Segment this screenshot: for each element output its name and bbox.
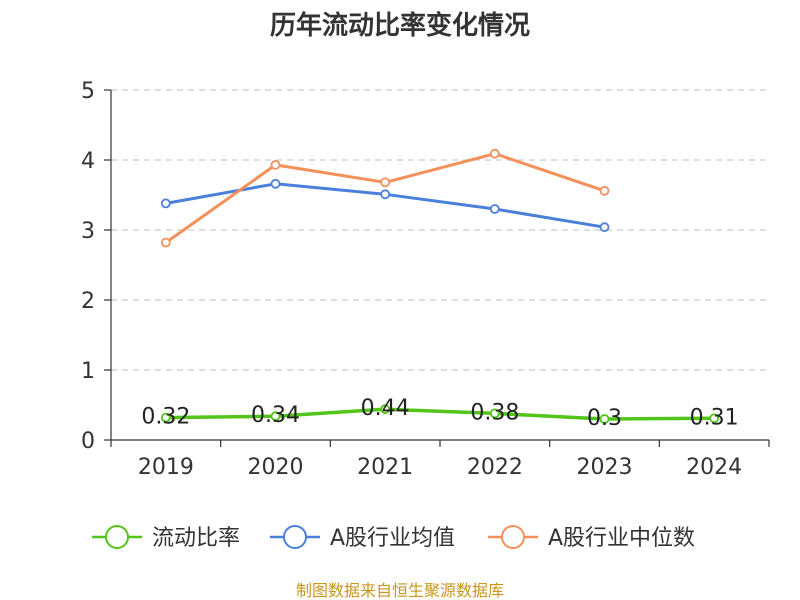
x-tick-label: 2020 [248, 455, 304, 480]
legend-label: 流动比率 [152, 526, 240, 551]
data-labels: 0.32 0.34 0.44 0.38 0.3 0.31 [141, 396, 738, 431]
legend-marker-icon [283, 525, 307, 549]
legend-label: A股行业中位数 [548, 526, 695, 551]
y-tick-label: 0 [81, 429, 95, 454]
x-tick-label: 2021 [357, 455, 413, 480]
data-point-1 [599, 222, 610, 233]
data-point-1 [380, 189, 391, 200]
legend-item-1[interactable]: A股行业均值 [270, 525, 455, 551]
data-point-0 [160, 412, 171, 423]
y-tick-label: 2 [81, 289, 95, 314]
data-point-0 [270, 411, 281, 422]
data-point-2 [160, 237, 171, 248]
data-point-0 [489, 408, 500, 419]
legend-label: A股行业均值 [330, 526, 455, 551]
legend-item-2[interactable]: A股行业中位数 [488, 525, 695, 551]
data-point-2 [489, 148, 500, 159]
y-tick-label: 5 [81, 79, 95, 104]
data-label: 0.44 [361, 396, 410, 421]
legend[interactable]: 流动比率 A股行业均值 A股行业中位数 [92, 525, 695, 551]
data-label: 0.31 [690, 405, 739, 430]
data-point-1 [270, 178, 281, 189]
y-tick-label: 3 [81, 219, 95, 244]
data-point-1 [160, 198, 171, 209]
x-tick-label: 2023 [577, 455, 633, 480]
legend-marker-icon [105, 525, 129, 549]
data-point-0 [599, 414, 610, 424]
data-point-0 [380, 404, 391, 415]
data-label: 0.32 [141, 405, 190, 430]
axes: 0 1 2 3 4 5 2019 2020 2021 2022 2023 2024 [81, 79, 770, 480]
data-label: 0.38 [470, 400, 519, 425]
x-tick-label: 2022 [467, 455, 523, 480]
chart-title: 历年流动比率变化情况 [270, 10, 530, 41]
series-lines [160, 148, 720, 424]
x-tick-label: 2024 [686, 455, 742, 480]
data-point-2 [599, 185, 610, 196]
data-point-2 [270, 159, 281, 170]
y-tick-label: 4 [81, 149, 95, 174]
y-tick-label: 1 [81, 359, 95, 384]
x-tick-label: 2019 [138, 455, 194, 480]
series-line-0 [165, 407, 715, 421]
data-label: 0.3 [587, 406, 622, 431]
data-label: 0.34 [251, 403, 300, 428]
data-point-1 [489, 204, 500, 214]
legend-marker-icon [501, 525, 525, 549]
footer-source: 制图数据来自恒生聚源数据库 [296, 581, 504, 600]
legend-item-0[interactable]: 流动比率 [92, 525, 240, 551]
data-point-2 [380, 177, 391, 188]
grid-lines [111, 89, 769, 371]
data-point-0 [709, 413, 720, 424]
